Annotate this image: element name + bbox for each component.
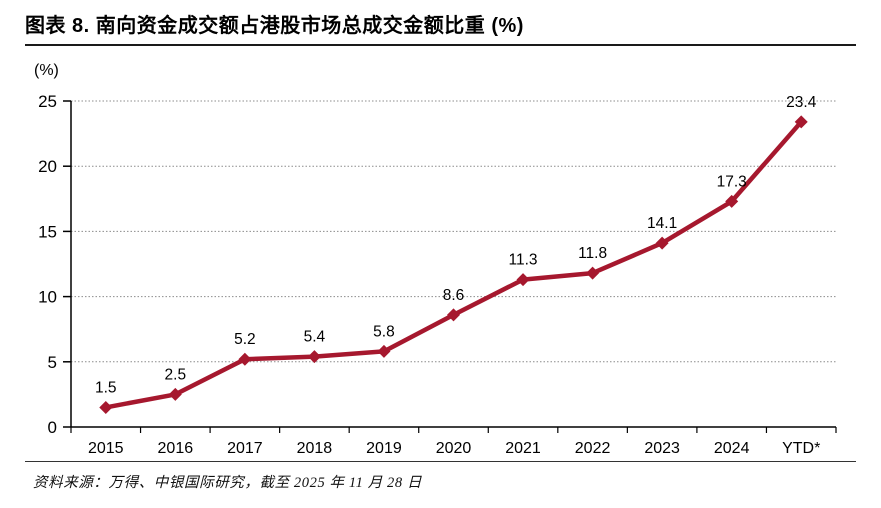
y-axis-unit-label: (%) — [34, 62, 59, 79]
x-tick-label: 2015 — [88, 440, 124, 457]
data-point-marker — [794, 115, 808, 129]
x-tick-label: 2016 — [158, 440, 194, 457]
data-label: 2.5 — [165, 366, 187, 383]
footer-divider — [25, 461, 856, 462]
chart-title: 图表 8. 南向资金成交额占港股市场总成交金额比重 (%) — [25, 15, 524, 37]
x-tick-label: 2018 — [297, 440, 333, 457]
data-point-marker — [586, 266, 600, 280]
y-tick-label: 20 — [38, 157, 57, 176]
line-chart: 0 5 10 15 20 25 2015 2016 2017 2018 2019 2020 2021 20… — [38, 92, 837, 457]
data-label: 14.1 — [647, 215, 677, 232]
data-label: 11.8 — [578, 245, 607, 262]
x-tick-label: 2022 — [575, 440, 611, 457]
data-point-marker — [168, 387, 182, 401]
x-tick-label: 2020 — [436, 440, 472, 457]
y-tick-label: 25 — [38, 92, 57, 111]
x-tick-label: 2023 — [644, 440, 680, 457]
y-tick-label: 15 — [38, 222, 57, 241]
chart-area: 0 5 10 15 20 25 2015 2016 2017 2018 2019 2020 2021 20… — [0, 55, 881, 458]
x-tick-label: 2019 — [366, 440, 402, 457]
y-tick-label: 0 — [48, 418, 57, 437]
y-tick-label: 5 — [48, 353, 57, 372]
data-label: 5.2 — [234, 331, 256, 348]
data-point-marker — [655, 236, 669, 250]
data-point-marker — [377, 344, 391, 358]
y-tick-label: 10 — [38, 288, 57, 307]
data-point-marker — [99, 400, 113, 414]
data-point-marker — [238, 352, 252, 366]
data-point-marker — [447, 308, 460, 322]
data-label: 5.8 — [373, 323, 395, 340]
source-note: 资料来源：万得、中银国际研究，截至 2025 年 11 月 28 日 — [33, 475, 423, 491]
data-point-marker — [307, 350, 321, 364]
data-label: 23.4 — [786, 94, 817, 111]
title-divider — [25, 44, 856, 46]
x-tick-label: 2024 — [714, 440, 750, 457]
x-tick-label: 2017 — [227, 440, 263, 457]
data-label: 8.6 — [443, 287, 465, 304]
trend-line — [103, 119, 804, 410]
data-label: 17.3 — [717, 173, 747, 190]
x-tick-label: 2021 — [505, 440, 541, 457]
data-label: 1.5 — [95, 379, 117, 396]
data-point-marker — [725, 194, 739, 208]
data-label: 11.3 — [509, 252, 538, 269]
data-label: 5.4 — [304, 329, 326, 346]
x-tick-label: YTD* — [782, 440, 820, 457]
data-point-marker — [516, 273, 530, 287]
